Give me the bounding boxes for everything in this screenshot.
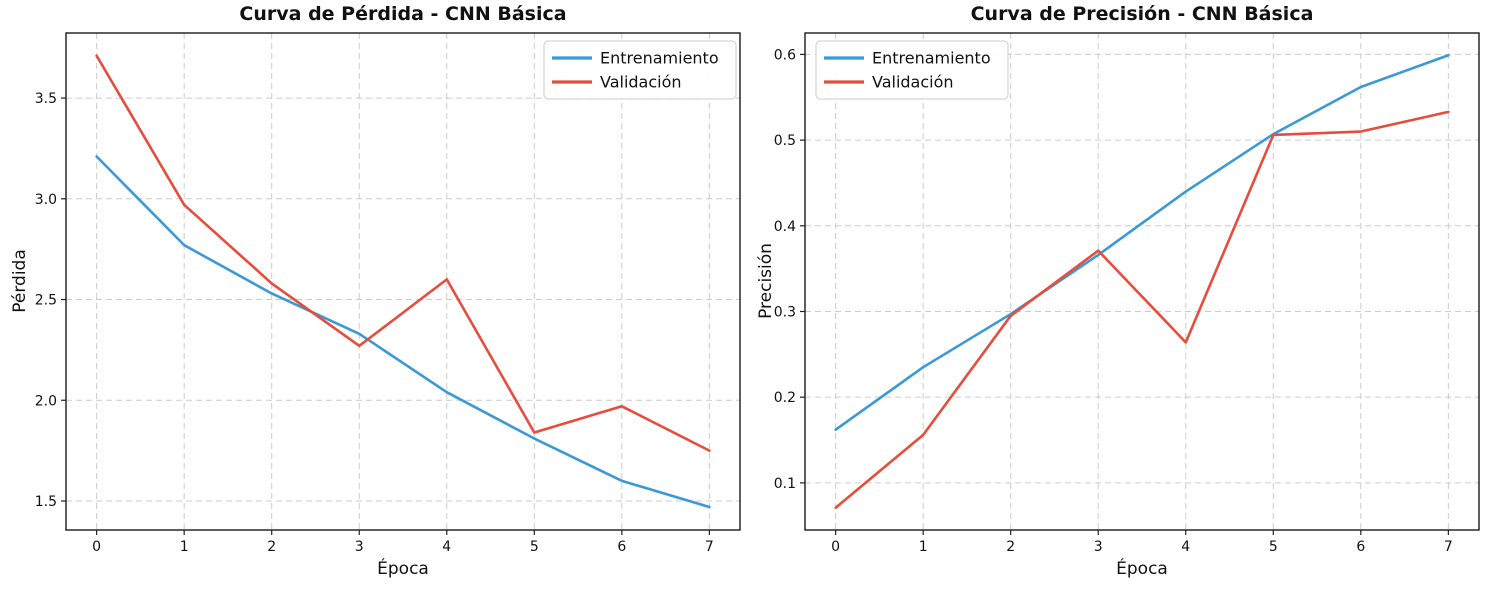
x-tick-label: 6	[1356, 539, 1365, 555]
plot-border	[65, 32, 741, 531]
loss-y-axis-label: Pérdida	[10, 249, 30, 313]
legend-box	[543, 40, 737, 100]
legend-label: Validación	[872, 73, 954, 92]
x-tick-label: 0	[92, 539, 101, 555]
x-tick-label: 1	[180, 539, 189, 555]
series-line-validación	[834, 110, 1450, 510]
loss-x-axis-label: Época	[377, 559, 429, 579]
accuracy-chart-title: Curva de Precisión - CNN Básica	[970, 3, 1314, 25]
y-tick-label: 0.6	[774, 47, 796, 63]
accuracy-chart-panel: Curva de Precisión - CNN Básica 0 1 2 3 4 5 6 7…	[745, 0, 1489, 590]
y-tick-label: 3.0	[35, 192, 57, 208]
x-tick-label: 3	[355, 539, 364, 555]
x-tick-label: 7	[705, 539, 714, 555]
series-line-entrenamiento	[834, 53, 1450, 432]
series-line-validación	[95, 54, 711, 452]
x-tick-label: 7	[1444, 539, 1453, 555]
y-tick-label: 0.4	[774, 219, 796, 235]
y-tick-label: 1.5	[35, 494, 57, 510]
y-tick-label: 2.0	[35, 393, 57, 409]
legend-label: Validación	[600, 73, 682, 92]
loss-chart-panel: Curva de Pérdida - CNN Básica 0 1 2 3 4 5 6 7 1.…	[10, 3, 741, 579]
legend-label: Entrenamiento	[872, 49, 991, 68]
series-line-entrenamiento	[95, 155, 711, 509]
y-tick-label: 0.3	[774, 304, 796, 320]
x-tick-label: 1	[919, 539, 928, 555]
y-tick-label: 2.5	[35, 293, 57, 309]
x-tick-label: 3	[1094, 539, 1103, 555]
loss-chart-canvas: 0 1 2 3 4 5 6 7 1.5 2.0 2.5 3.0 3.5 Entrenamiento Vali…	[35, 32, 741, 555]
legend-box	[815, 40, 1009, 100]
accuracy-y-axis-label: Precisión	[756, 243, 776, 319]
y-tick-label: 0.1	[774, 476, 796, 492]
x-tick-label: 6	[617, 539, 626, 555]
y-tick-label: 0.5	[774, 133, 796, 149]
accuracy-chart-canvas: 0 1 2 3 4 5 6 7 0.1 0.2 0.3 0.4 0.5 0.6 Entrenamiento V…	[774, 32, 1480, 555]
y-tick-label: 0.2	[774, 390, 796, 406]
x-tick-label: 2	[267, 539, 276, 555]
accuracy-x-axis-label: Época	[1116, 559, 1168, 579]
x-tick-label: 5	[530, 539, 539, 555]
y-tick-label: 3.5	[35, 91, 57, 107]
x-tick-label: 5	[1269, 539, 1278, 555]
x-tick-label: 4	[1181, 539, 1190, 555]
loss-chart-title: Curva de Pérdida - CNN Básica	[239, 3, 567, 25]
x-tick-label: 2	[1006, 539, 1015, 555]
x-tick-label: 0	[831, 539, 840, 555]
x-tick-label: 4	[442, 539, 451, 555]
legend-label: Entrenamiento	[600, 49, 719, 68]
plot-border	[804, 32, 1480, 531]
